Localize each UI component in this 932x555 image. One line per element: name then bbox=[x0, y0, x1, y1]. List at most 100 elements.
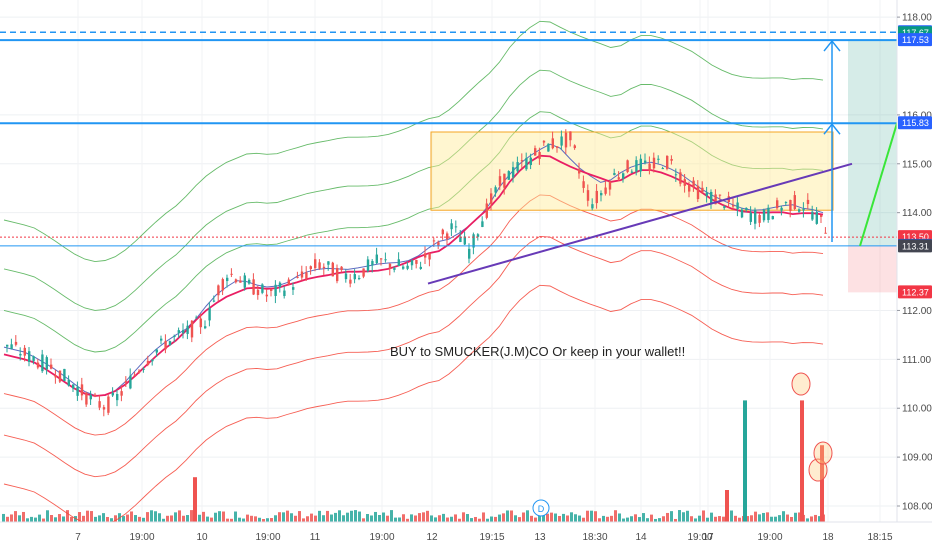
candle-body bbox=[248, 279, 251, 284]
candle-body bbox=[516, 162, 519, 172]
candle-body bbox=[199, 318, 202, 328]
trendline bbox=[427, 162, 853, 285]
volume-bar bbox=[154, 511, 157, 522]
candle-body bbox=[124, 381, 128, 383]
volume-bar bbox=[366, 514, 369, 522]
time-tick-label: 19:00 bbox=[687, 532, 712, 543]
time-tick-label: 10 bbox=[196, 532, 208, 543]
moving-averages bbox=[3, 143, 824, 397]
volume-bar bbox=[102, 513, 105, 522]
candle-body bbox=[749, 212, 752, 222]
volume-bar bbox=[162, 518, 165, 522]
candle-body bbox=[503, 173, 506, 188]
candle-body bbox=[661, 168, 664, 170]
time-tick-label: 18:30 bbox=[582, 532, 607, 543]
candle-body bbox=[309, 266, 312, 270]
volume-bar bbox=[274, 515, 277, 522]
volume-bar bbox=[470, 518, 473, 522]
volume-bar bbox=[738, 517, 741, 522]
candle-body bbox=[415, 259, 418, 264]
volume-spike bbox=[743, 400, 747, 522]
time-tick-label: 12 bbox=[426, 532, 438, 543]
price-tag-label: 113.50 bbox=[902, 232, 929, 242]
sma-line bbox=[3, 154, 824, 397]
volume-bar bbox=[658, 518, 661, 522]
candle-body bbox=[692, 180, 695, 187]
candle-body bbox=[446, 233, 449, 240]
volume-bar bbox=[526, 510, 529, 522]
candle-body bbox=[142, 368, 145, 370]
volume-bar bbox=[338, 510, 341, 522]
candle-body bbox=[380, 258, 383, 260]
candle-body bbox=[322, 266, 326, 269]
volume-bar bbox=[246, 514, 249, 522]
band-line bbox=[3, 194, 824, 436]
volume-bar bbox=[170, 515, 173, 522]
volume-bar bbox=[242, 518, 245, 522]
candle-body bbox=[283, 290, 286, 297]
candle-body bbox=[296, 276, 299, 278]
volume-bar bbox=[598, 518, 601, 522]
price-axis-bg bbox=[897, 0, 932, 550]
candle-body bbox=[388, 263, 392, 269]
candle-body bbox=[410, 260, 414, 266]
candle-body bbox=[402, 266, 405, 269]
candle-body bbox=[186, 325, 189, 334]
volume-bar bbox=[410, 514, 413, 522]
volume-bar bbox=[174, 512, 177, 522]
volume-bar bbox=[234, 511, 237, 522]
candle-body bbox=[393, 267, 396, 270]
candle-body bbox=[507, 171, 510, 180]
volume-bar bbox=[746, 516, 749, 522]
candle-body bbox=[472, 234, 475, 248]
volume-bar bbox=[518, 517, 521, 522]
candle-body bbox=[72, 384, 75, 389]
price-tick-label: 118.00 bbox=[902, 13, 932, 24]
candle-body bbox=[397, 259, 400, 267]
candle-body bbox=[318, 262, 321, 269]
volume-bar bbox=[610, 515, 613, 522]
volume-bar bbox=[714, 516, 717, 522]
volume-bar bbox=[306, 516, 309, 522]
volume-bar bbox=[398, 517, 401, 522]
volume-bar bbox=[590, 510, 593, 522]
volume-bar bbox=[186, 515, 189, 522]
candle-body bbox=[811, 211, 814, 220]
candle-body bbox=[6, 344, 9, 347]
candle-body bbox=[771, 216, 774, 220]
candle-body bbox=[50, 364, 53, 369]
volume-bar bbox=[94, 516, 97, 522]
volume-bar bbox=[710, 512, 713, 522]
volume-highlight bbox=[813, 441, 833, 465]
volume-bar bbox=[446, 517, 449, 522]
volume-bar bbox=[342, 515, 345, 522]
time-tick-label: 19:00 bbox=[369, 532, 394, 543]
candle-body bbox=[419, 266, 422, 269]
candle-body bbox=[234, 279, 238, 283]
volume-bar bbox=[190, 510, 193, 522]
candle-body bbox=[710, 191, 713, 205]
volume-spike bbox=[193, 477, 197, 522]
volume-bar bbox=[230, 518, 233, 522]
candle-body bbox=[406, 265, 409, 269]
candle-body bbox=[784, 202, 788, 204]
candle-body bbox=[243, 275, 246, 288]
volume-bar bbox=[514, 515, 517, 522]
volume-bar bbox=[330, 514, 333, 522]
volume-bar bbox=[646, 518, 649, 522]
volume-bar bbox=[442, 513, 445, 522]
volume-bar bbox=[106, 516, 109, 522]
volume-bar bbox=[382, 512, 385, 522]
candle-body bbox=[551, 138, 554, 149]
candle-body bbox=[723, 206, 726, 208]
candle-body bbox=[384, 259, 387, 261]
volume-bar bbox=[766, 512, 769, 522]
candle-body bbox=[331, 262, 334, 277]
candle-body bbox=[89, 394, 92, 400]
volume-bar bbox=[218, 511, 221, 522]
candle-body bbox=[512, 167, 515, 178]
volume-bar bbox=[798, 512, 801, 522]
volume-bar bbox=[110, 518, 113, 522]
